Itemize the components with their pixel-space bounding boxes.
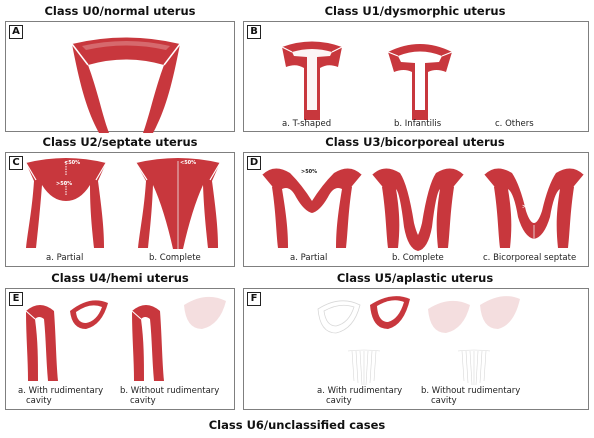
septum-mark: <50% bbox=[180, 160, 196, 166]
title-class-u4: Class U4/hemi uterus bbox=[51, 271, 189, 285]
panel-d: D >50% >150% a. Partial b. Complete c. B… bbox=[243, 152, 589, 267]
caption-others: c. Others bbox=[495, 119, 534, 129]
aplastic-uterus-diagram bbox=[317, 296, 520, 386]
septum-mark: <50% bbox=[64, 160, 80, 166]
uterus-septate-complete: <50% bbox=[135, 158, 221, 249]
bicorporeal-uterus-diagram: >50% >150% bbox=[261, 168, 585, 251]
uterus-bicorporeal-complete bbox=[371, 168, 465, 251]
indentation-mark: >50% bbox=[301, 169, 317, 175]
title-class-u0: Class U0/normal uterus bbox=[44, 4, 196, 18]
panel-c: C <50% >50% <50% a. Partial b. Complete bbox=[5, 152, 235, 267]
panel-letter: A bbox=[9, 25, 23, 39]
hemi-uterus-diagram bbox=[25, 296, 226, 381]
indentation-mark: >150% bbox=[522, 204, 542, 210]
aplastic-without-rudimentary bbox=[428, 296, 520, 386]
caption-complete: b. Complete bbox=[392, 253, 444, 263]
uterus-normal bbox=[71, 37, 181, 133]
normal-uterus-diagram bbox=[71, 37, 181, 133]
title-class-u6: Class U6/unclassified cases bbox=[208, 418, 386, 432]
caption-partial: a. Partial bbox=[290, 253, 328, 263]
caption-partial: a. Partial bbox=[46, 253, 84, 263]
septate-uterus-diagram: <50% >50% <50% bbox=[25, 158, 221, 249]
caption-cavity: cavity bbox=[26, 396, 52, 406]
caption-with-rudimentary: a. With rudimentary bbox=[18, 386, 104, 396]
dysmorphic-uterus-diagram bbox=[281, 41, 453, 120]
caption-without-rudimentary: b. Without rudimentary bbox=[421, 386, 521, 396]
panel-letter: B bbox=[247, 25, 261, 39]
hemi-uterus-without-rudimentary bbox=[131, 296, 226, 381]
uterus-bicorporeal-septate: >150% bbox=[483, 168, 585, 248]
caption-cavity: cavity bbox=[326, 396, 352, 406]
title-class-u5: Class U5/aplastic uterus bbox=[336, 271, 494, 285]
septum-mark: >50% bbox=[56, 181, 72, 187]
uterus-infantilis bbox=[387, 44, 453, 120]
title-class-u3: Class U3/bicorporeal uterus bbox=[325, 135, 505, 149]
title-class-u2: Class U2/septate uterus bbox=[42, 135, 198, 149]
caption-infantilis: b. Infantilis bbox=[394, 119, 442, 129]
panel-letter: D bbox=[247, 156, 261, 170]
caption-t-shaped: a. T-shaped bbox=[282, 119, 332, 129]
caption-cavity: cavity bbox=[431, 396, 457, 406]
hemi-uterus-with-rudimentary bbox=[25, 300, 108, 381]
panel-letter: C bbox=[9, 156, 23, 170]
aplastic-with-rudimentary bbox=[317, 296, 410, 386]
uterus-bicorporeal-partial: >50% bbox=[261, 168, 363, 248]
panel-b: B a. T-shaped b. Infantilis c. Others bbox=[243, 21, 589, 132]
title-class-u1: Class U1/dysmorphic uterus bbox=[324, 4, 506, 18]
caption-cavity: cavity bbox=[130, 396, 156, 406]
panel-f: F a. With ru bbox=[243, 288, 589, 410]
caption-complete: b. Complete bbox=[149, 253, 201, 263]
panel-letter: F bbox=[247, 292, 261, 306]
uterus-septate-partial: <50% >50% bbox=[25, 158, 107, 248]
panel-e: E a. With rudimentary cavity b. Without … bbox=[5, 288, 235, 410]
panel-a: A bbox=[5, 21, 235, 133]
caption-bicorporeal-septate: c. Bicorporeal septate bbox=[483, 253, 577, 263]
uterus-t-shaped bbox=[281, 41, 343, 120]
caption-without-rudimentary: b. Without rudimentary bbox=[120, 386, 220, 396]
panel-letter: E bbox=[9, 292, 23, 306]
caption-with-rudimentary: a. With rudimentary bbox=[317, 386, 403, 396]
